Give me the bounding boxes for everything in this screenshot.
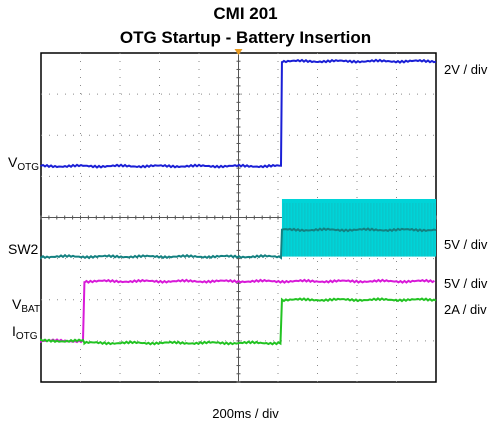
- votg-label: VOTG: [8, 154, 40, 173]
- trigger-marker: [234, 49, 243, 55]
- sw2-label: SW2: [8, 241, 39, 257]
- sw2-trace: [40, 227, 437, 260]
- iotg-trace: [40, 297, 437, 346]
- votg-scale: 2V / div: [444, 62, 488, 77]
- vbat-label: VBAT: [12, 296, 41, 315]
- time-scale-label: 200ms / div: [212, 406, 279, 421]
- vbat-scale: 5V / div: [444, 276, 488, 291]
- sw2-scale: 5V / div: [444, 237, 488, 252]
- votg-trace: [40, 58, 437, 169]
- iotg-scale: 2A / div: [444, 302, 487, 317]
- vbat-trace: [40, 278, 435, 344]
- chart-subtitle: OTG Startup - Battery Insertion: [119, 28, 372, 47]
- chart-title: CMI 201: [213, 4, 278, 23]
- iotg-label: IOTG: [12, 323, 38, 342]
